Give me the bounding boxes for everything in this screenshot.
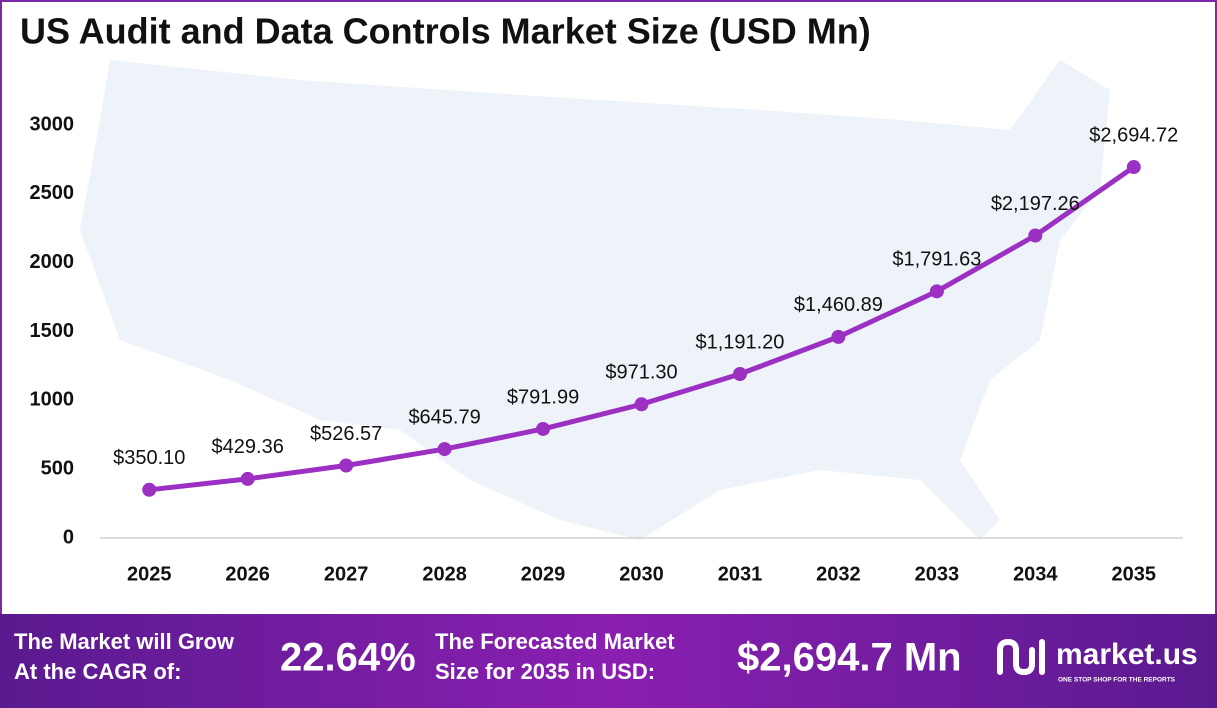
data-label: $526.57 [310, 423, 382, 445]
data-label: $1,460.89 [794, 294, 883, 316]
x-tick-label: 2028 [422, 563, 467, 585]
x-tick-label: 2025 [127, 563, 172, 585]
cagr-label: At the CAGR of: [14, 659, 181, 684]
data-label: $791.99 [507, 386, 579, 408]
brand-tagline: ONE STOP SHOP FOR THE REPORTS [1058, 677, 1176, 684]
cagr-label: The Market will Grow [14, 629, 235, 654]
y-tick-label: 0 [63, 526, 74, 548]
map-background [80, 60, 1110, 540]
x-tick-label: 2034 [1013, 563, 1058, 585]
x-tick-label: 2030 [619, 563, 664, 585]
point [1028, 228, 1043, 243]
brand-name: market.us [1056, 638, 1198, 671]
x-tick-label: 2029 [521, 563, 566, 585]
cagr-value: 22.64% [280, 636, 416, 680]
y-tick-label: 1000 [30, 389, 75, 411]
data-label: $971.30 [605, 362, 677, 384]
point [634, 397, 649, 412]
y-tick-label: 2000 [30, 251, 75, 273]
x-tick-label: 2035 [1112, 563, 1157, 585]
point [1126, 160, 1141, 175]
point [929, 284, 944, 299]
forecast-value: $2,694.7 Mn [737, 636, 962, 680]
x-tick-label: 2027 [324, 563, 369, 585]
data-label: $2,694.72 [1089, 124, 1178, 146]
data-label: $645.79 [408, 406, 480, 428]
y-tick-label: 500 [41, 457, 74, 479]
data-label: $350.10 [113, 447, 185, 469]
y-tick-label: 1500 [30, 320, 75, 342]
point [831, 329, 846, 344]
data-label: $1,791.63 [892, 249, 981, 271]
forecast-label: Size for 2035 in USD: [435, 659, 655, 684]
data-label: $1,191.20 [695, 331, 784, 353]
x-tick-label: 2033 [915, 563, 960, 585]
point [142, 482, 157, 497]
chart-title: US Audit and Data Controls Market Size (… [20, 11, 871, 52]
point [437, 442, 452, 457]
point [240, 471, 255, 486]
y-tick-label: 3000 [30, 113, 75, 135]
point [732, 367, 747, 382]
data-label: $429.36 [212, 436, 284, 458]
point [536, 421, 551, 436]
plot: 0 500 1000 1500 2000 2500 3000 2025 2026 2027 2028… [30, 113, 1179, 585]
x-tick-label: 2026 [225, 563, 270, 585]
brand-logo [997, 638, 1045, 676]
forecast-label: The Forecasted Market [435, 629, 675, 654]
data-label: $2,197.26 [991, 193, 1080, 215]
point [339, 458, 354, 473]
x-tick-label: 2031 [718, 563, 763, 585]
x-tick-label: 2032 [816, 563, 861, 585]
y-tick-label: 2500 [30, 182, 75, 204]
